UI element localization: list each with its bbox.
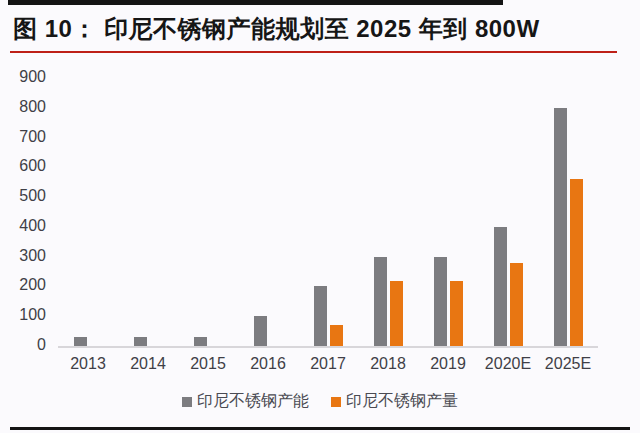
bar-capacity-2013 [74,337,87,346]
y-axis-tick: 100 [8,305,46,325]
x-axis-label-2016: 2016 [238,355,298,373]
bar-group-2020E [478,78,538,346]
legend-swatch-icon [331,397,341,407]
x-axis-line [58,346,598,348]
figure-panel: 图 10： 印尼不锈钢产能规划至 2025 年到 800W 900 800 700 6… [0,0,640,433]
bar-capacity-2025E [554,108,567,346]
bar-output-2017 [330,325,343,346]
bar-capacity-2017 [314,286,327,346]
bar-capacity-2014 [134,337,147,346]
y-axis-tick: 500 [8,186,46,206]
legend-label: 印尼不锈钢产量 [346,391,458,412]
title-underline [10,51,617,53]
y-axis-tick: 800 [8,97,46,117]
x-axis-label-2019: 2019 [418,355,478,373]
bar-capacity-2016 [254,316,267,346]
y-axis-tick: 600 [8,156,46,176]
plot-area [58,78,598,346]
y-axis-tick: 400 [8,216,46,236]
bottom-rule [10,427,630,430]
bar-group-2015 [178,78,238,346]
x-axis-label-2020E: 2020E [478,355,538,373]
x-axis-label-2018: 2018 [358,355,418,373]
x-axis-label-2025E: 2025E [538,355,598,373]
bar-group-2019 [418,78,478,346]
x-axis-label-2014: 2014 [118,355,178,373]
bar-capacity-2019 [434,257,447,346]
x-axis-label-2013: 2013 [58,355,118,373]
legend-label: 印尼不锈钢产能 [197,391,309,412]
y-axis-tick: 900 [8,67,46,87]
x-axis-label-2017: 2017 [298,355,358,373]
y-axis: 900 800 700 600 500 400 300 200 100 0 [8,67,46,355]
bar-group-2014 [118,78,178,346]
bar-group-2013 [58,78,118,346]
top-rule [8,0,503,5]
y-axis-tick: 200 [8,275,46,295]
bar-output-2019 [450,281,463,347]
bar-group-2016 [238,78,298,346]
x-axis-label-2015: 2015 [178,355,238,373]
bar-output-2018 [390,281,403,347]
bar-output-2020E [510,263,523,346]
bar-group-2018 [358,78,418,346]
legend-swatch-icon [182,397,192,407]
figure-title: 图 10： 印尼不锈钢产能规划至 2025 年到 800W [13,13,623,45]
bar-output-2025E [570,179,583,346]
y-axis-tick: 300 [8,246,46,266]
legend-item-output: 印尼不锈钢产量 [331,391,458,412]
legend: 印尼不锈钢产能 印尼不锈钢产量 [0,391,640,412]
legend-item-capacity: 印尼不锈钢产能 [182,391,309,412]
x-axis: 20132014201520162017201820192020E2025E [58,355,598,373]
bar-group-2017 [298,78,358,346]
bar-capacity-2018 [374,257,387,346]
bar-capacity-2020E [494,227,507,346]
bar-group-2025E [538,78,598,346]
y-axis-tick: 0 [8,335,46,355]
y-axis-tick: 700 [8,127,46,147]
bar-capacity-2015 [194,337,207,346]
